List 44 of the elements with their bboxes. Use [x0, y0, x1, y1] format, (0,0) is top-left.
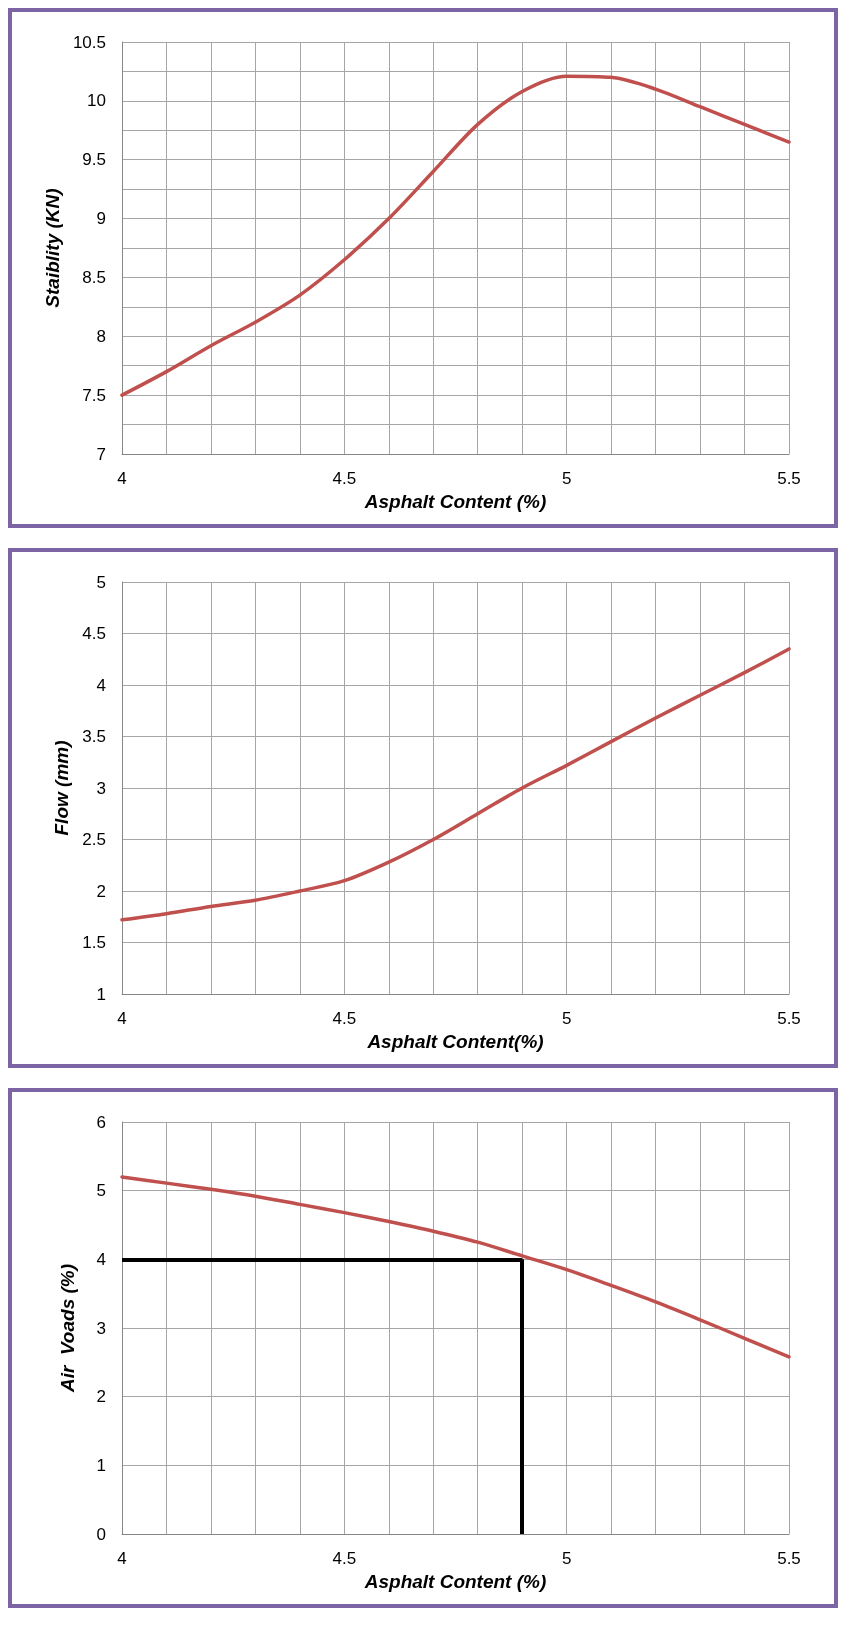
x-tick-label: 4: [117, 1549, 127, 1568]
y-tick-label: 5: [96, 572, 106, 592]
y-tick-label: 5: [96, 1181, 106, 1201]
x-tick-label: 5: [561, 469, 572, 488]
x-tick-label: 4.5: [332, 1549, 357, 1568]
x-tick-label: 5: [561, 1009, 572, 1028]
x-tick-label: 4.5: [332, 469, 357, 488]
x-axis-title: Asphalt Content(%): [366, 1030, 544, 1052]
y-tick-label: 1: [96, 984, 106, 1004]
y-tick-label: 0: [96, 1524, 106, 1544]
x-tick-label: 5.5: [777, 1549, 801, 1568]
x-tick-label: 4: [117, 469, 127, 488]
y-tick-label: 3: [96, 778, 106, 798]
x-tick-label: 5.5: [777, 1009, 801, 1028]
y-tick-label: 2: [96, 881, 106, 901]
y-axis-title: Flow (mm): [51, 740, 73, 836]
y-tick-label: 7: [96, 444, 106, 464]
y-tick-label: 6: [96, 1112, 106, 1132]
x-tick-label: 5.5: [777, 469, 801, 488]
x-tick-label: 5: [561, 1549, 572, 1568]
y-tick-label: 9.5: [82, 150, 106, 170]
y-axis-title: Air Voads (%): [57, 1263, 78, 1394]
y-tick-label: 4: [96, 1249, 106, 1269]
x-tick-label: 4.5: [332, 1009, 357, 1028]
x-axis-title: Asphalt Content (%): [363, 1570, 547, 1592]
y-tick-label: 1: [96, 1455, 106, 1475]
y-tick-label: 9: [96, 209, 106, 229]
y-tick-label: 3.5: [82, 727, 106, 746]
y-tick-label: 10.5: [72, 32, 106, 52]
y-tick-label: 10: [87, 91, 106, 111]
y-tick-label: 4: [96, 675, 106, 695]
line-series: [120, 74, 791, 397]
x-tick-label: 4: [117, 1009, 127, 1028]
y-tick-label: 8: [96, 326, 106, 346]
y-tick-label: 7.5: [82, 385, 106, 405]
y-tick-label: 2: [96, 1387, 106, 1407]
x-axis-title: Asphalt Content (%): [363, 490, 547, 512]
y-tick-label: 3: [96, 1318, 106, 1338]
y-tick-label: 2.5: [82, 830, 106, 849]
y-axis-title: Staiblity (KN): [42, 188, 64, 308]
y-tick-label: 8.5: [82, 267, 106, 287]
line-series: [120, 647, 791, 922]
y-tick-label: 4.5: [82, 624, 106, 643]
y-tick-label: 1.5: [82, 933, 106, 952]
